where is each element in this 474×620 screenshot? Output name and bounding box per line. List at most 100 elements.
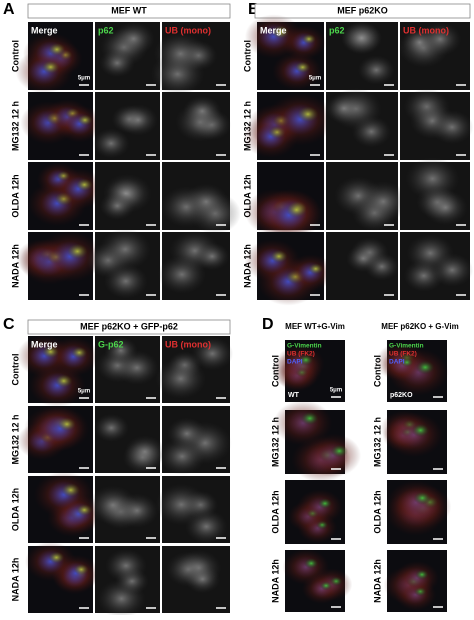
cell-signal [103, 263, 148, 299]
row-label: NADA 12h [10, 558, 20, 602]
green-signal [286, 202, 307, 218]
cell-signal [157, 255, 207, 294]
panel-label: B [248, 1, 260, 18]
cell-signal [118, 104, 158, 136]
green-signal [71, 346, 88, 359]
cell-signal [430, 110, 474, 145]
column-label: G-p62 [98, 339, 124, 349]
green-signal [413, 491, 432, 505]
scale-label: 5μm [330, 388, 342, 394]
cell-signal [184, 565, 221, 594]
cell-signal [364, 252, 400, 281]
cell-signal [124, 435, 166, 468]
column-label: Merge [260, 25, 287, 35]
green-signal [270, 249, 288, 263]
green-signal [308, 263, 324, 275]
cell-signal [431, 253, 474, 287]
cell-signal [185, 509, 228, 544]
row-label: OLDA 12h [10, 488, 20, 531]
green-signal [295, 61, 311, 73]
header-box [254, 3, 471, 19]
cell-signal [325, 93, 363, 124]
panel-label: D [262, 316, 274, 333]
green-signal [41, 60, 60, 74]
cell-signal [112, 21, 155, 56]
row-label: NADA 12h [372, 559, 382, 603]
row-label: MG132 12 h [372, 417, 382, 467]
row-label: MG132 12 h [270, 417, 280, 467]
channel-legend: G-Vimentin [389, 343, 424, 350]
cell-signal [92, 128, 130, 159]
channel-legend: UB (FK2) [389, 351, 417, 358]
row-label: OLDA 12h [372, 490, 382, 533]
genotype-tag: p62KO [390, 392, 413, 399]
panel-header: MEF WT [111, 5, 147, 15]
cell-signal [99, 48, 135, 78]
row-label: OLDA 12h [10, 174, 20, 217]
green-signal [67, 243, 88, 260]
cell-signal [93, 413, 129, 442]
channel-legend: DAPI [389, 359, 405, 366]
cell-signal [182, 95, 222, 127]
green-signal [76, 504, 93, 516]
cell-signal [155, 358, 207, 399]
panel-header: MEF p62KO [337, 5, 388, 15]
scale-label: 5μm [309, 76, 321, 82]
cell-signal [194, 242, 230, 271]
cell-signal [419, 22, 462, 57]
cell-signal [99, 191, 135, 220]
green-signal [411, 423, 430, 438]
row-label: MG132 12 h [10, 101, 20, 151]
channel-legend: DAPI [287, 359, 303, 366]
group-header: MEF p62KO + G-Vim [381, 322, 458, 331]
cell-signal [159, 438, 206, 475]
scale-label: 5μm [78, 76, 90, 82]
green-signal [298, 354, 314, 366]
green-signal [317, 498, 333, 509]
green-signal [73, 563, 89, 576]
cell-signal [183, 183, 229, 220]
green-signal [330, 444, 349, 458]
row-label: Control [372, 355, 382, 387]
cell-signal [105, 548, 148, 583]
row-label: NADA 12h [10, 244, 20, 288]
green-signal [271, 25, 290, 39]
panel-label: A [3, 1, 15, 18]
row-label: MG132 12 h [10, 414, 20, 464]
green-signal [61, 483, 81, 498]
row-label: Control [242, 40, 252, 72]
scale-label: 5μm [78, 389, 90, 395]
row-label: NADA 12h [270, 559, 280, 603]
row-label: Control [270, 355, 280, 387]
group-header: MEF WT+G-Vim [285, 322, 345, 331]
column-label: UB (mono) [165, 339, 211, 349]
cell-signal [115, 493, 159, 528]
cell-signal [153, 32, 208, 76]
green-signal [42, 345, 60, 359]
green-signal [77, 114, 93, 126]
row-label: Control [10, 354, 20, 386]
green-signal [415, 569, 429, 580]
channel-legend: UB (FK2) [287, 351, 315, 358]
green-signal [76, 178, 93, 191]
column-label: p62 [98, 25, 114, 35]
cell-signal [357, 181, 409, 222]
green-signal [55, 374, 73, 388]
column-label: Merge [31, 339, 58, 349]
cell-signal [357, 55, 395, 85]
green-signal [400, 357, 414, 368]
green-signal [57, 417, 76, 431]
cell-signal [191, 336, 234, 371]
cell-signal [340, 21, 383, 55]
genotype-tag: WT [288, 392, 300, 399]
green-signal [302, 33, 316, 45]
channel-legend: G-Vimentin [287, 343, 322, 350]
panel-header: MEF p62KO + GFP-p62 [80, 321, 178, 331]
row-label: OLDA 12h [242, 174, 252, 217]
cell-signal [115, 350, 159, 386]
panel-label: C [3, 316, 15, 333]
header-box [27, 3, 231, 19]
header-box [27, 319, 231, 335]
column-label: Merge [31, 25, 58, 35]
